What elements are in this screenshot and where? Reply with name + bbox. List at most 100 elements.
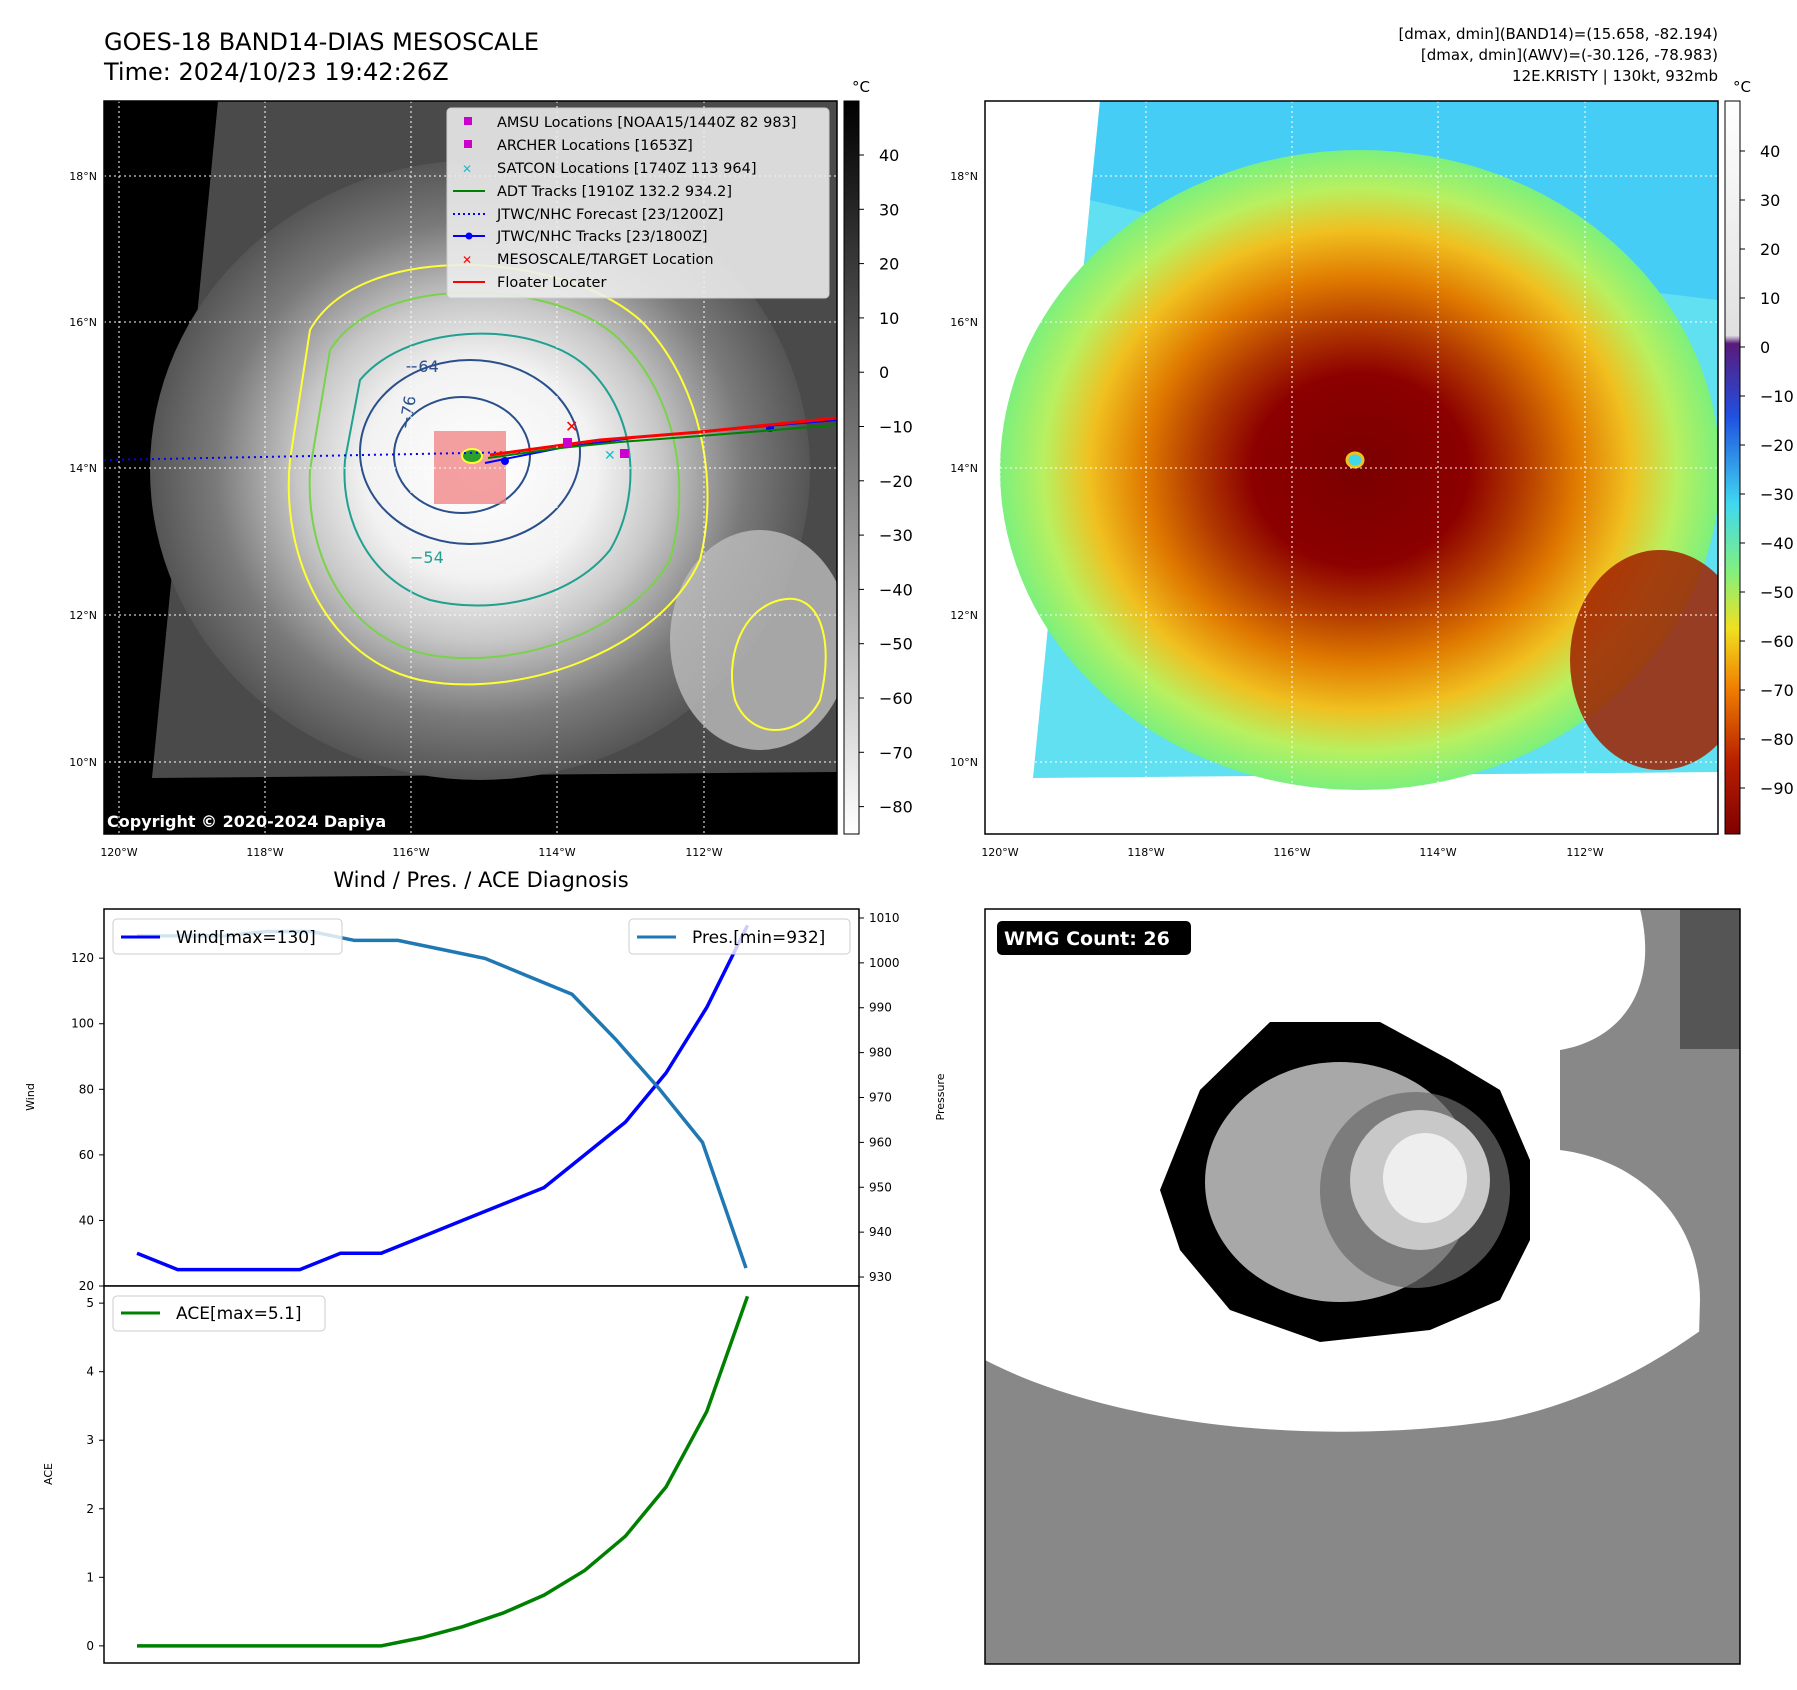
lon-label: 120°W xyxy=(100,846,137,859)
color-colorbar-gradient xyxy=(1724,100,1741,835)
pressure-tick-label: 930 xyxy=(869,1270,892,1284)
wmg-gray-band-right xyxy=(1380,909,1740,1664)
pressure-tick-label: 1000 xyxy=(869,956,900,970)
wind-tick-label: 20 xyxy=(79,1279,94,1293)
color-colorbar-tick-label: 40 xyxy=(1760,142,1780,161)
color-colorbar-tick-label: −10 xyxy=(1760,387,1794,406)
color-colorbar-tick-label: −60 xyxy=(1760,632,1794,651)
color-rainband xyxy=(1570,550,1718,770)
color-enhanced-map xyxy=(984,100,1719,835)
lon-label: 114°W xyxy=(538,846,575,859)
lat-label: 16°N xyxy=(69,316,97,329)
lat-label: 12°N xyxy=(69,609,97,622)
color-map-frame xyxy=(984,100,1719,835)
wmg-panel: WMG Count: 26 xyxy=(984,908,1741,1665)
pressure-legend-box xyxy=(628,918,851,955)
legend-archer: ARCHER Locations [1653Z] xyxy=(497,138,693,154)
lat-label: 18°N xyxy=(950,170,978,183)
wmg-frame xyxy=(984,908,1741,1665)
lat-label: 10°N xyxy=(69,756,97,769)
ir-colorbar-tick-label: −20 xyxy=(879,472,913,491)
lat-label: 14°N xyxy=(950,462,978,475)
legend-adt: ADT Tracks [1910Z 132.2 934.2] xyxy=(497,184,732,200)
legend-mesoscale: MESOSCALE/TARGET Location xyxy=(497,252,714,268)
ace-chart: 0 1 2 3 4 5 ACE ACE[max=5.1] xyxy=(42,1285,860,1664)
map-legend: AMSU Locations [NOAA15/1440Z 82 983] ARC… xyxy=(446,107,830,299)
adt-track xyxy=(487,424,837,459)
legend-tracks-dot xyxy=(465,232,473,240)
legend-floater: Floater Locater xyxy=(497,275,606,291)
color-lat-labels: 18°N 16°N 14°N 12°N 10°N xyxy=(950,170,978,769)
contour-inner-64 xyxy=(359,359,581,545)
lat-label: 14°N xyxy=(69,462,97,475)
ir-colorbar-tick-label: −70 xyxy=(879,743,913,762)
legend-satcon: SATCON Locations [1740Z 113 964] xyxy=(497,161,756,177)
wind-legend-label: Wind[max=130] xyxy=(176,928,316,948)
ir-colorbar-tick-label: −30 xyxy=(879,526,913,545)
info-storm: 12E.KRISTY | 130kt, 932mb xyxy=(1512,67,1718,85)
ir-colorbar: °C 40 30 20 10 0 −10 −20 −30 −40 −50 −60 −70 −80 xyxy=(843,78,913,835)
color-colorbar-tick-label: −30 xyxy=(1760,485,1794,504)
contour-label: −54 xyxy=(410,548,444,567)
color-storm-cloud xyxy=(1000,150,1718,790)
legend-box xyxy=(446,107,830,299)
ace-legend-label: ACE[max=5.1] xyxy=(176,1304,302,1324)
ace-tick-label: 1 xyxy=(86,1570,94,1584)
legend-satcon-marker: ✕ xyxy=(462,162,472,176)
contour-label: −64 xyxy=(405,357,439,376)
ir-colorbar-tick-label: 40 xyxy=(879,146,899,165)
ir-colorbar-tick-label: 10 xyxy=(879,309,899,328)
color-colorbar-tick-label: −80 xyxy=(1760,730,1794,749)
ir-lat-labels: 18°N 16°N 14°N 12°N 10°N xyxy=(69,170,97,769)
wmg-dark-corner xyxy=(1680,909,1740,1049)
pressure-tick-label: 950 xyxy=(869,1180,892,1194)
legend-forecast: JTWC/NHC Forecast [23/1200Z] xyxy=(496,207,723,223)
lon-label: 114°W xyxy=(1419,846,1456,859)
wind-tick-label: 100 xyxy=(71,1017,94,1031)
diagnosis-title: Wind / Pres. / ACE Diagnosis xyxy=(333,868,628,892)
legend-tracks: JTWC/NHC Tracks [23/1800Z] xyxy=(496,229,708,245)
color-lon-labels: 120°W 118°W 116°W 114°W 112°W xyxy=(981,846,1603,859)
color-colorbar-tick-label: −40 xyxy=(1760,534,1794,553)
ir-colorbar-tick-label: −60 xyxy=(879,689,913,708)
ir-satellite-map: ✕ ✕ −76 −64 −54 Copyright © 2020-2024 Da… xyxy=(103,100,838,835)
ir-colorbar-tick-label: 30 xyxy=(879,200,899,219)
ace-tick-label: 3 xyxy=(86,1433,94,1447)
color-eye xyxy=(1345,451,1365,469)
ir-colorbar-tick-label: 0 xyxy=(879,363,889,382)
floater-track xyxy=(489,416,837,457)
ace-axes xyxy=(103,1285,860,1664)
copyright-text: Copyright © 2020-2024 Dapiya xyxy=(107,812,386,831)
wmg-gray-band-lower xyxy=(1040,1510,1700,1664)
archer-marker xyxy=(563,438,572,447)
ir-colorbar-gradient xyxy=(843,100,860,835)
wind-pressure-axes xyxy=(103,908,860,1287)
wind-series-line xyxy=(136,924,750,1272)
ace-legend-box xyxy=(112,1295,326,1332)
ir-cloud-band xyxy=(670,530,837,750)
wind-legend-box xyxy=(112,918,343,955)
figure-title: GOES-18 BAND14-DIAS MESOSCALE xyxy=(104,28,539,56)
ir-colorbar-unit: °C xyxy=(852,78,870,96)
figure-timestamp: Time: 2024/10/23 19:42:26Z xyxy=(103,58,449,86)
ace-tick-label: 2 xyxy=(86,1502,94,1516)
ir-colorbar-tick-label: −50 xyxy=(879,635,913,654)
color-colorbar-tick-label: 10 xyxy=(1760,289,1780,308)
color-gridlines xyxy=(985,101,1718,834)
color-colorbar-unit: °C xyxy=(1733,78,1751,96)
color-colorbar: °C 40 30 20 10 0 −10 −20 −30 −40 −50 −60 −70 −80 −90 xyxy=(1724,78,1794,835)
legend-mesoscale-marker: ✕ xyxy=(462,253,472,267)
pressure-axis-label: Pressure xyxy=(934,1073,947,1120)
ir-lon-labels: 120°W 118°W 116°W 114°W 112°W xyxy=(100,846,722,859)
lon-label: 116°W xyxy=(1273,846,1310,859)
ir-map-frame xyxy=(103,100,838,835)
color-colorbar-tick-label: −90 xyxy=(1760,779,1794,798)
contour-teal xyxy=(343,332,632,607)
ir-colorbar-tick-label: −40 xyxy=(879,580,913,599)
wmg-eye xyxy=(1383,1133,1467,1223)
lon-label: 112°W xyxy=(1566,846,1603,859)
wmg-count-badge xyxy=(997,921,1191,955)
ace-axis-label: ACE xyxy=(42,1463,55,1485)
wind-tick-label: 40 xyxy=(79,1213,94,1227)
satcon-marker: ✕ xyxy=(604,448,616,464)
